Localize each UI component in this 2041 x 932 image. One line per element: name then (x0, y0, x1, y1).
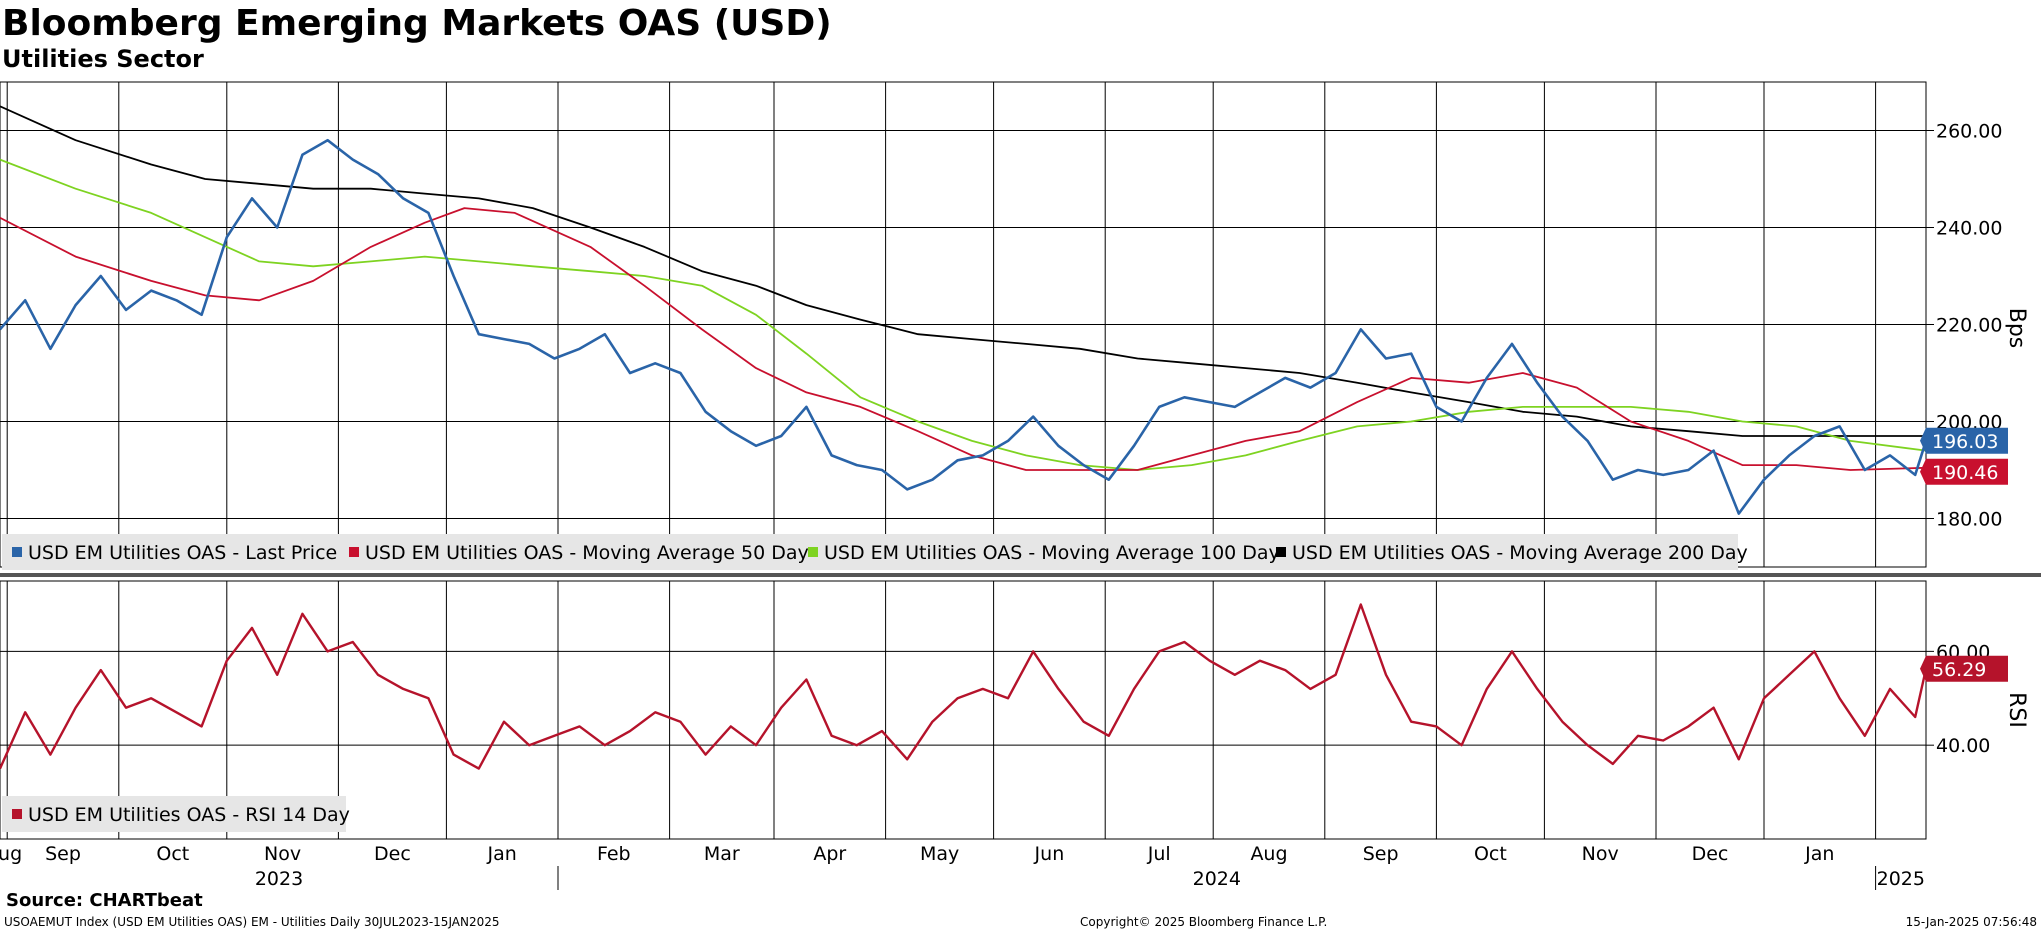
lower-plot-frame (0, 580, 1927, 840)
legend-swatch-last (12, 547, 22, 557)
x-tick-label: Aug (0, 843, 22, 865)
legend-swatch-ma100 (808, 547, 818, 557)
y-axis-title-lower: RSI (2004, 692, 2029, 728)
x-tick-label: Nov (1582, 843, 1619, 865)
legend-label-ma200: USD EM Utilities OAS - Moving Average 20… (1292, 542, 1748, 564)
x-tick-label: Jan (487, 843, 517, 865)
x-year-label: 2024 (1193, 868, 1241, 890)
legend-label-ma50: USD EM Utilities OAS - Moving Average 50… (365, 542, 809, 564)
x-tick-label: Oct (1474, 843, 1507, 865)
y-tick-label-lower: 40.00 (1936, 735, 1990, 757)
chart-canvas: 180.00200.00220.00240.00260.0040.0060.00… (0, 81, 2041, 890)
last-value-tag-rsi: 56.29 (1932, 659, 1986, 681)
x-tick-label: Aug (1250, 843, 1287, 865)
x-year-label: 2025 (1877, 868, 1925, 890)
footer-copyright: Copyright© 2025 Bloomberg Finance L.P. (1080, 915, 1328, 929)
x-tick-label: Mar (704, 843, 740, 865)
legend-upper (2, 534, 1738, 570)
legend-swatch-rsi (12, 809, 22, 819)
y-axis-title-upper: Bps (2004, 308, 2029, 349)
footer-timestamp: 15-Jan-2025 07:56:48 (1905, 915, 2037, 929)
x-tick-label: Dec (374, 843, 411, 865)
series-line-rsi (0, 603, 1928, 770)
source-label: Source: CHARTbeat (6, 890, 203, 911)
series-line-ma100 (0, 158, 1927, 471)
x-tick-label: Sep (1363, 843, 1399, 865)
x-year-label: 2023 (255, 868, 303, 890)
y-tick-label-upper: 180.00 (1936, 509, 2002, 531)
legend-lower (2, 796, 346, 832)
last-value-tag-ma50: 190.46 (1932, 462, 1998, 484)
x-tick-label: Jan (1804, 843, 1834, 865)
legend-label-rsi: USD EM Utilities OAS - RSI 14 Day (28, 804, 350, 826)
series-line-last (0, 138, 1928, 515)
last-value-tag-last-bg (1920, 427, 2008, 454)
legend-swatch-ma50 (349, 547, 359, 557)
chart-title: Bloomberg Emerging Markets OAS (USD) (2, 3, 832, 44)
x-tick-label: Nov (264, 843, 301, 865)
x-tick-label: Jul (1147, 843, 1171, 865)
x-tick-label: Sep (45, 843, 81, 865)
chart-subtitle: Utilities Sector (2, 45, 204, 73)
y-tick-label-upper: 260.00 (1936, 121, 2002, 143)
y-tick-label-upper: 220.00 (1936, 315, 2002, 337)
last-value-tag-last: 196.03 (1932, 431, 1998, 453)
x-tick-label: Jun (1034, 843, 1065, 865)
x-tick-label: Dec (1692, 843, 1729, 865)
x-tick-label: Apr (813, 843, 846, 865)
last-value-tag-rsi-bg (1920, 655, 2008, 682)
series-line-ma200 (0, 105, 1926, 437)
last-value-tag-ma50-bg (1920, 458, 2008, 485)
x-tick-label: Oct (156, 843, 189, 865)
legend-label-last: USD EM Utilities OAS - Last Price (28, 542, 337, 564)
x-tick-label: Feb (597, 843, 631, 865)
series-line-ma50 (0, 207, 1927, 471)
x-tick-label: May (920, 843, 959, 865)
legend-swatch-ma200 (1276, 547, 1286, 557)
legend-label-ma100: USD EM Utilities OAS - Moving Average 10… (824, 542, 1280, 564)
y-tick-label-upper: 240.00 (1936, 218, 2002, 240)
footer-index-description: USOAEMUT Index (USD EM Utilities OAS) EM… (4, 915, 500, 929)
